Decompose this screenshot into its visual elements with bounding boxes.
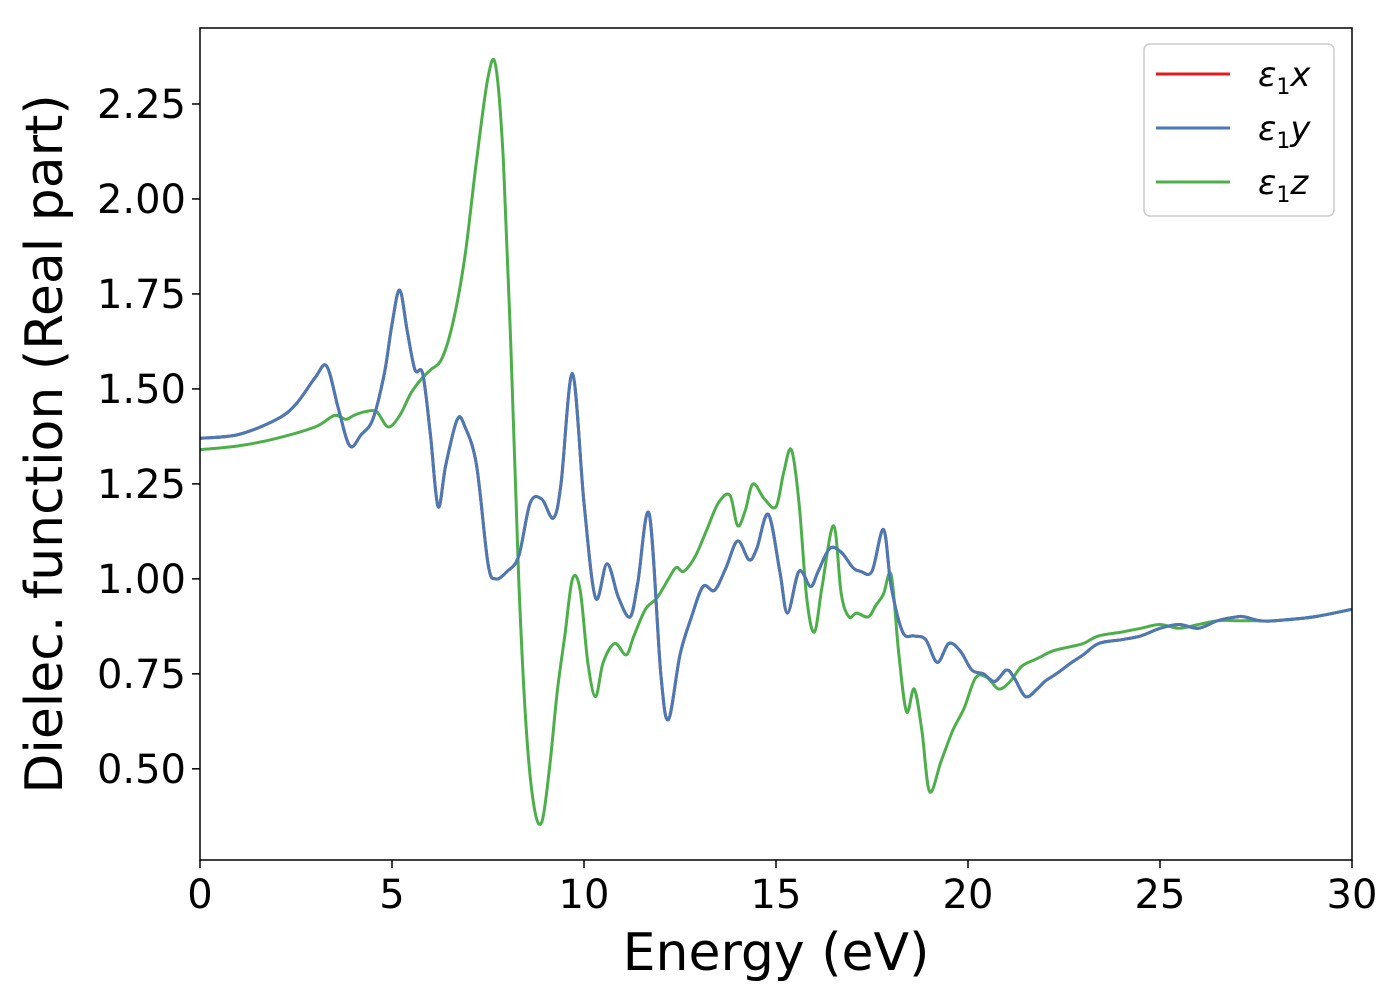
y-tick-label: 0.75 <box>97 652 186 698</box>
y-tick-label: 2.00 <box>97 177 186 223</box>
x-tick-label: 15 <box>751 872 802 918</box>
legend-label: ε1z <box>1258 163 1309 208</box>
x-tick-label: 20 <box>943 872 994 918</box>
legend-label: ε1y <box>1258 109 1311 154</box>
y-tick-label: 0.50 <box>97 747 186 793</box>
series-layer <box>199 57 1353 826</box>
series-line-2 <box>199 288 1353 722</box>
axes-layer: 0 5 10 15 20 25 30 0.50 0.75 1.00 1.25 1.50 1.75 2.00… <box>97 82 1378 918</box>
x-tick-label: 25 <box>1135 872 1186 918</box>
y-tick-label: 2.25 <box>97 82 186 128</box>
x-tick-label: 5 <box>379 872 404 918</box>
y-tick-label: 1.75 <box>97 272 186 318</box>
y-tick-label: 1.25 <box>97 462 186 508</box>
legend: ε1x ε1y ε1z <box>1143 43 1335 217</box>
x-tick-label: 10 <box>559 872 610 918</box>
y-tick-label: 1.50 <box>97 367 186 413</box>
y-axis-label: Dielec. function (Real part) <box>15 94 75 793</box>
series-line-3 <box>199 57 1353 826</box>
y-tick-label: 1.00 <box>97 557 186 603</box>
legend-box <box>1143 43 1335 217</box>
x-tick-label: 30 <box>1327 872 1378 918</box>
legend-label: ε1x <box>1258 55 1311 100</box>
x-tick-label: 0 <box>187 872 212 918</box>
x-axis-label: Energy (eV) <box>623 923 930 983</box>
